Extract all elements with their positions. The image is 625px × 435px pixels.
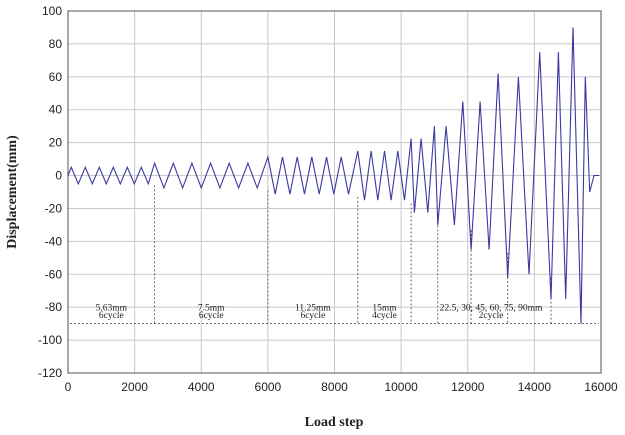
phase-amplitude-label: 22.5, 30, 45, 60, 75, 90mm (440, 303, 543, 313)
x-tick-label: 16000 (584, 380, 618, 394)
y-tick-label: 40 (49, 103, 63, 117)
y-tick-label: -120 (38, 366, 62, 380)
x-tick-label: 6000 (255, 380, 282, 394)
x-tick-labels: 0 2000 4000 6000 8000 10000 12000 14000 16000 (65, 380, 618, 394)
x-tick-label: 8000 (321, 380, 348, 394)
x-tick-label: 12000 (451, 380, 485, 394)
x-tick-label: 4000 (188, 380, 215, 394)
displacement-series-line (67, 27, 600, 324)
phase-cycle-label: 6cycle (300, 311, 325, 321)
series-group (67, 27, 600, 324)
phase-amplitude-label: 11.25mm (295, 303, 331, 313)
y-tick-label: 80 (49, 37, 63, 51)
y-tick-label: 20 (49, 136, 63, 150)
x-tick-label: 14000 (518, 380, 552, 394)
y-tick-label: -100 (38, 333, 62, 347)
y-tick-label: 0 (55, 169, 62, 183)
x-tick-label: 0 (65, 380, 72, 394)
y-tick-label: -60 (45, 267, 63, 281)
phase-amplitude-label: 15mm (372, 303, 397, 313)
x-tick-label: 10000 (384, 380, 418, 394)
phase-labels: 5.63mm6cycle7.5mm6cycle11.25mm6cycle15mm… (96, 303, 543, 320)
plot-frame (67, 10, 602, 374)
phase-amplitude-label: 7.5mm (198, 303, 225, 313)
x-tick-label: 2000 (121, 380, 148, 394)
phase-amplitude-label: 5.63mm (96, 303, 128, 313)
y-tick-label: -20 (45, 201, 63, 215)
phase-cycle-label: 6cycle (199, 311, 224, 321)
y-tick-labels: -120 -100 -80 -60 -40 -20 0 20 40 60 80 100 (38, 4, 62, 380)
phase-cycle-label: 2cycle (479, 311, 504, 321)
y-tick-label: -80 (45, 300, 63, 314)
phase-cycle-label: 4cycle (372, 311, 397, 321)
phase-cycle-label: 6cycle (99, 311, 124, 321)
y-tick-label: -40 (45, 234, 63, 248)
y-tick-label: 60 (49, 70, 63, 84)
y-axis-title: Displacement(mm) (5, 135, 20, 249)
y-tick-label: 100 (42, 4, 62, 18)
x-axis-title: Load step (305, 415, 364, 430)
